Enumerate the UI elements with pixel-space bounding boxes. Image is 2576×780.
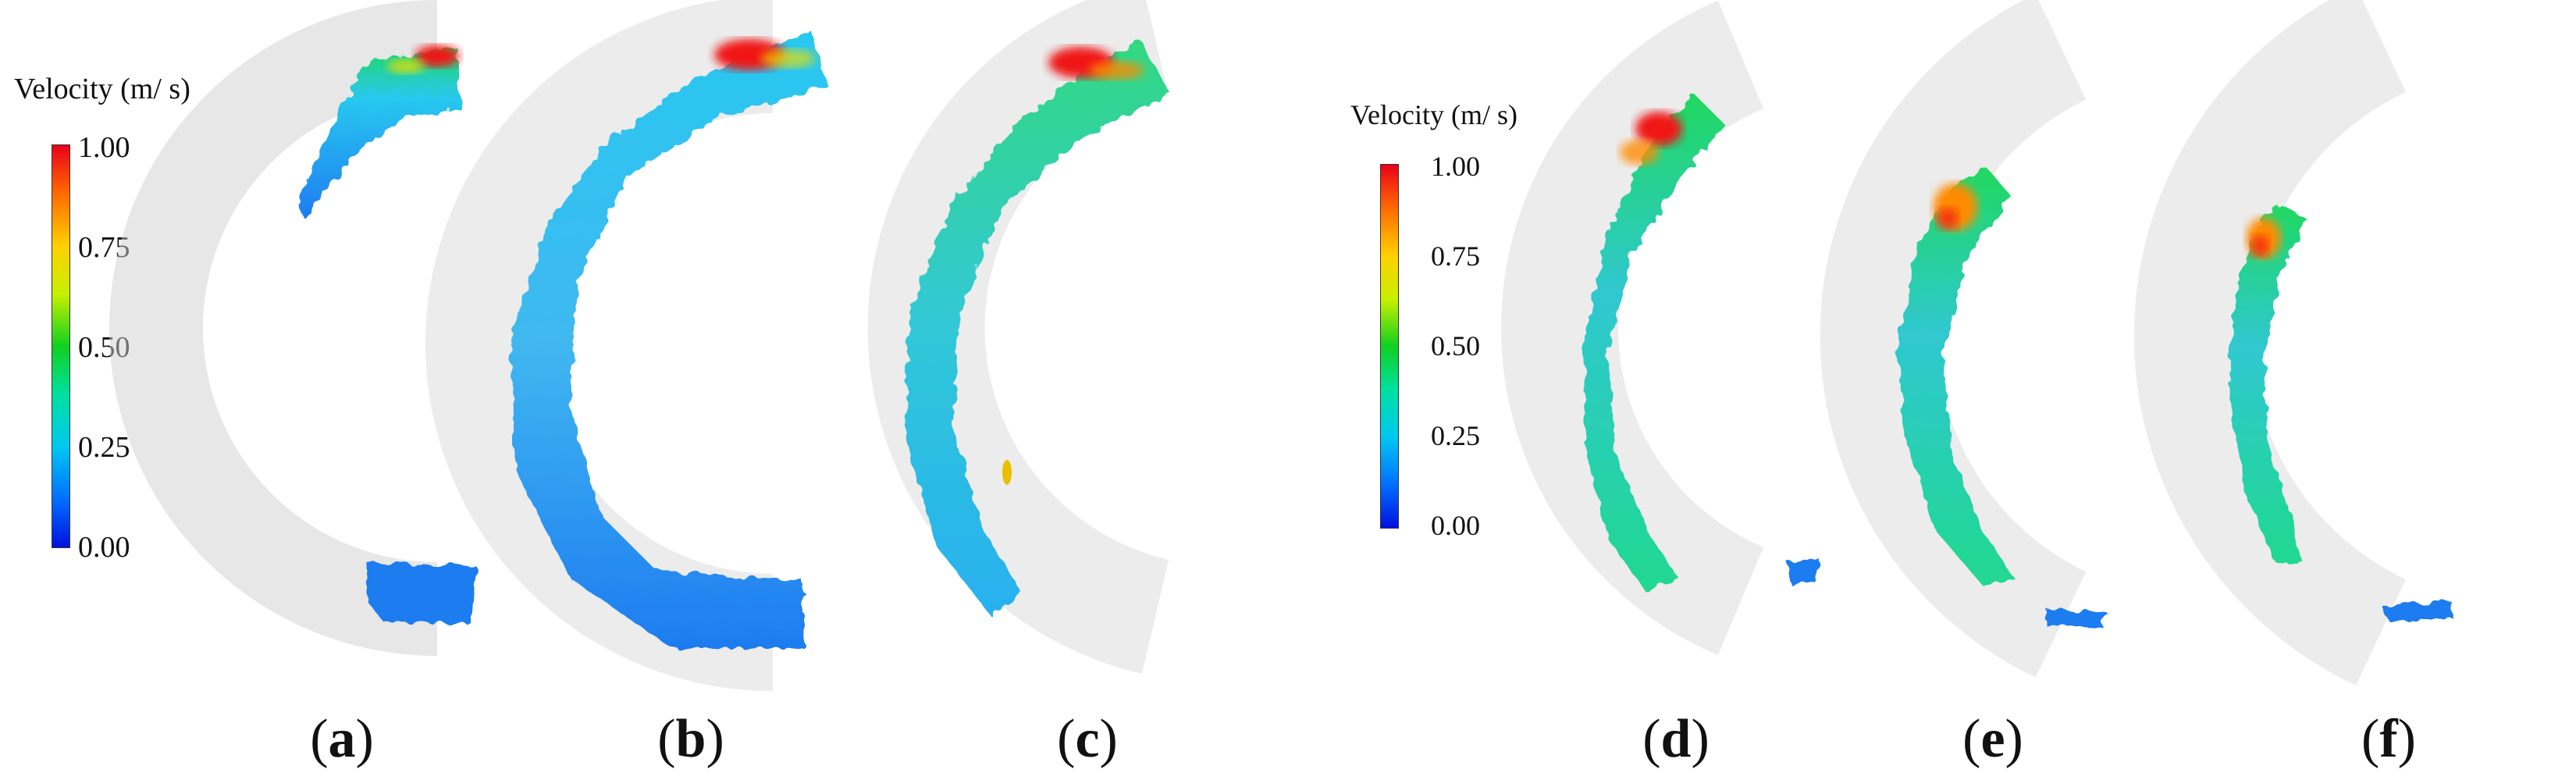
velocity-region — [1585, 94, 1725, 593]
mesh-arc — [2133, 0, 2407, 686]
velocity-hotspot — [1002, 460, 1012, 485]
legend-title: Velocity (m/ s) — [14, 73, 190, 105]
velocity-region — [2045, 609, 2108, 629]
panel-a-plot — [109, 0, 476, 656]
velocity-region — [297, 47, 461, 219]
velocity-hotspot — [2250, 235, 2269, 257]
panel-d-plot — [1501, 0, 1819, 656]
tick-label: 0.00 — [1431, 510, 1480, 541]
velocity-region — [511, 31, 827, 648]
velocity-hotspot — [387, 59, 425, 73]
velocity-hotspot — [1635, 112, 1682, 146]
panel-label-a: (a) — [310, 709, 374, 769]
colorbar — [52, 144, 70, 548]
tick-label: 0.00 — [78, 531, 130, 564]
velocity-region — [1788, 558, 1819, 586]
panel-f-plot — [2133, 0, 2455, 686]
panel-b-plot — [425, 0, 827, 691]
legend-title: Velocity (m/ s) — [1350, 99, 1517, 130]
velocity-hotspot — [1620, 140, 1659, 165]
velocity-hotspot — [1937, 208, 1959, 230]
velocity-region — [2381, 601, 2455, 621]
tick-label: 0.25 — [78, 431, 130, 464]
velocity-region — [2229, 203, 2307, 562]
tick-label: 0.75 — [1431, 240, 1480, 272]
velocity-region — [367, 562, 476, 625]
panel-c-plot — [867, 0, 1171, 675]
panel-label-d: (d) — [1642, 709, 1710, 769]
tick-label: 0.25 — [1431, 420, 1480, 451]
tick-label: 1.00 — [78, 131, 130, 164]
velocity-hotspot — [1089, 61, 1144, 80]
panel-label-c: (c) — [1057, 709, 1118, 769]
mesh-arc — [109, 0, 438, 656]
panel-label-b: (b) — [657, 709, 724, 769]
colorbar — [1380, 164, 1399, 529]
panel-label-f: (f) — [2361, 709, 2416, 769]
panel-label-e: (e) — [1962, 709, 2023, 769]
tick-label: 0.50 — [1431, 330, 1480, 362]
velocity-region — [906, 39, 1171, 617]
panel-e-plot — [1820, 0, 2108, 678]
velocity-region — [1897, 168, 2014, 586]
velocity-hotspot — [415, 45, 459, 67]
velocity-hotspot — [761, 49, 816, 68]
tick-label: 1.00 — [1431, 151, 1480, 182]
